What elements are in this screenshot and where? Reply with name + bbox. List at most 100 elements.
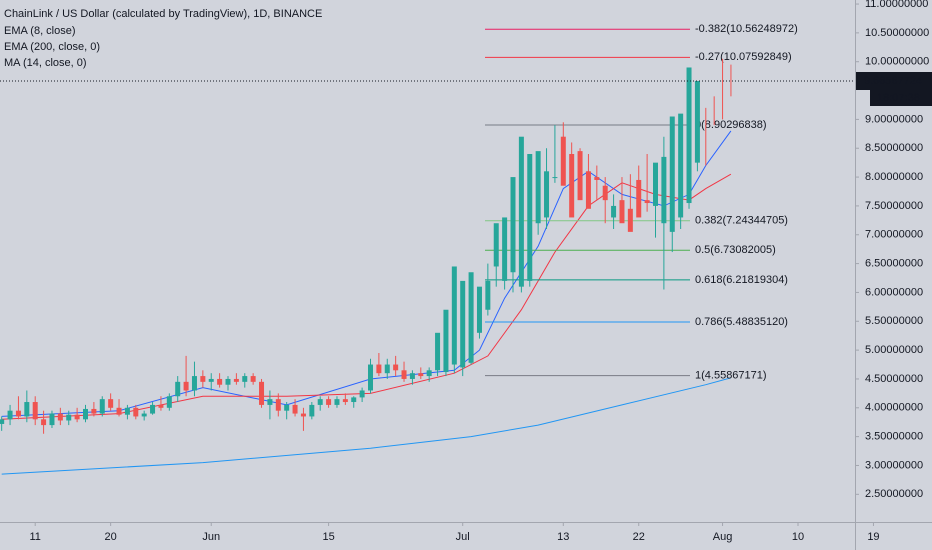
candle-body: [384, 364, 390, 374]
candle-body: [183, 381, 189, 391]
y-tick-label: 8.50000000: [865, 142, 923, 154]
candle-body: [342, 399, 348, 403]
candle-body: [678, 113, 684, 218]
candle-body: [124, 407, 130, 415]
y-tick-label: 10.50000000: [865, 27, 929, 39]
countdown-box: [870, 90, 932, 107]
candle-body: [393, 364, 399, 371]
candle-body: [208, 378, 214, 382]
candle-body: [191, 376, 197, 391]
y-tick-label: 3.50000000: [865, 431, 923, 443]
candle-body: [24, 402, 30, 417]
candle-body: [493, 223, 499, 267]
candle-body: [594, 177, 600, 180]
x-tick-label: 11: [29, 531, 40, 543]
fib-label: 0.5(6.73082005): [695, 244, 776, 256]
candle-body: [485, 280, 491, 310]
candle-body: [99, 399, 105, 414]
candle-body: [611, 205, 617, 218]
candle-body: [560, 136, 566, 186]
candle-body: [141, 413, 147, 417]
candle-body: [150, 404, 156, 414]
candle-body: [91, 408, 97, 414]
candle-body: [401, 370, 407, 379]
candle-body: [15, 410, 21, 417]
x-tick-label: Jul: [456, 531, 470, 543]
x-tick-label: 13: [557, 531, 569, 543]
candle-body: [627, 208, 633, 232]
x-tick-label: Aug: [713, 531, 733, 543]
candle-body: [158, 404, 164, 408]
fib-label: -0.27(10.07592849): [695, 51, 792, 63]
candle-body: [502, 217, 508, 281]
candle-body: [57, 413, 63, 421]
countdown-label: 18:07:38: [877, 92, 920, 104]
fib-label: 1(4.55867171): [695, 369, 767, 381]
candle-body: [686, 67, 692, 204]
candle-body: [368, 364, 373, 391]
candle-body: [242, 376, 248, 382]
last-price-label: 9.66567724: [864, 75, 922, 87]
candle-body: [116, 407, 122, 415]
x-tick-label: 10: [792, 531, 804, 543]
candle-body: [418, 373, 424, 377]
y-tick-label: 9.00000000: [865, 113, 923, 125]
candle-body: [535, 151, 541, 224]
candle-body: [451, 266, 457, 365]
candle-body: [636, 179, 642, 218]
legend-entry: EMA (200, close, 0): [4, 41, 100, 53]
candle-body: [602, 185, 608, 201]
fib-label: -0.382(10.56248972): [695, 23, 798, 35]
candle-body: [32, 402, 38, 420]
y-tick-label: 7.00000000: [865, 229, 923, 241]
indicator-line: [1, 377, 732, 475]
candle-body: [577, 151, 583, 201]
fib-label: 0.618(6.21819304): [695, 274, 788, 286]
legend-entry: MA (14, close, 0): [4, 57, 87, 69]
candle-body: [0, 419, 5, 424]
candle-body: [510, 177, 516, 273]
candle-body: [569, 154, 575, 218]
candle-body: [175, 381, 181, 397]
candle-body: [166, 396, 172, 408]
candle-body: [468, 272, 474, 363]
candle-body: [351, 397, 357, 403]
x-tick-label: 19: [867, 531, 879, 543]
fib-label: 0.382(7.24344705): [695, 215, 788, 227]
candle-body: [435, 332, 441, 371]
candle-body: [644, 200, 650, 204]
candle-body: [217, 378, 223, 385]
candle-body: [74, 414, 80, 420]
y-tick-label: 4.50000000: [865, 373, 923, 385]
candle-body: [250, 376, 256, 382]
chart-title: ChainLink / US Dollar (calculated by Tra…: [4, 8, 322, 20]
candle-body: [300, 413, 306, 417]
candle-body: [527, 154, 533, 281]
x-tick-label: 15: [322, 531, 334, 543]
last-price-box: [856, 72, 932, 91]
candle-body: [259, 381, 265, 405]
candle-body: [653, 162, 658, 206]
candle-body: [41, 419, 47, 426]
candle-body: [661, 156, 667, 224]
candle-body: [359, 390, 365, 398]
y-tick-label: 10.00000000: [865, 56, 929, 68]
candle-body: [518, 136, 524, 287]
candle-body: [267, 399, 273, 405]
candle-body: [334, 399, 340, 405]
fib-label: 0(8.90296838): [695, 119, 767, 131]
y-tick-label: 4.00000000: [865, 402, 923, 414]
candle-body: [476, 286, 482, 333]
y-tick-label: 8.00000000: [865, 171, 923, 183]
candle-body: [284, 404, 290, 411]
candle-body: [544, 171, 550, 218]
candle-body: [317, 399, 323, 405]
fib-label: 0.786(5.48835120): [695, 316, 788, 328]
candle-body: [66, 414, 72, 421]
candle-body: [326, 399, 332, 405]
candle-body: [309, 404, 315, 417]
x-tick-label: 20: [105, 531, 117, 543]
candle-body: [233, 378, 239, 382]
candle-body: [83, 408, 88, 420]
